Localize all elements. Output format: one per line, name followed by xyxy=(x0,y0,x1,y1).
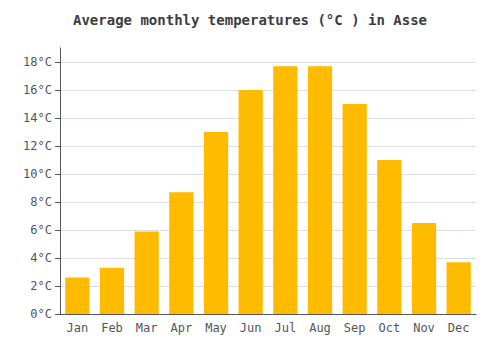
svg-text:Nov: Nov xyxy=(413,321,435,335)
svg-text:14°C: 14°C xyxy=(23,111,52,125)
svg-text:Jun: Jun xyxy=(240,321,262,335)
svg-text:8°C: 8°C xyxy=(30,195,52,209)
svg-text:2°C: 2°C xyxy=(30,279,52,293)
svg-text:Feb: Feb xyxy=(101,321,123,335)
svg-text:0°C: 0°C xyxy=(30,307,52,321)
svg-text:Aug: Aug xyxy=(309,321,331,335)
svg-text:Jan: Jan xyxy=(66,321,88,335)
svg-text:Oct: Oct xyxy=(378,321,400,335)
svg-text:Average monthly temperatures (: Average monthly temperatures (°C ) in As… xyxy=(73,12,427,28)
svg-text:16°C: 16°C xyxy=(23,83,52,97)
svg-text:6°C: 6°C xyxy=(30,223,52,237)
svg-text:Apr: Apr xyxy=(170,321,192,335)
svg-text:10°C: 10°C xyxy=(23,167,52,181)
svg-text:May: May xyxy=(205,321,227,335)
svg-text:Sep: Sep xyxy=(344,321,366,335)
svg-text:Mar: Mar xyxy=(136,321,158,335)
svg-text:12°C: 12°C xyxy=(23,139,52,153)
svg-text:Dec: Dec xyxy=(448,321,470,335)
svg-text:Jul: Jul xyxy=(274,321,296,335)
svg-text:18°C: 18°C xyxy=(23,55,52,69)
svg-text:4°C: 4°C xyxy=(30,251,52,265)
